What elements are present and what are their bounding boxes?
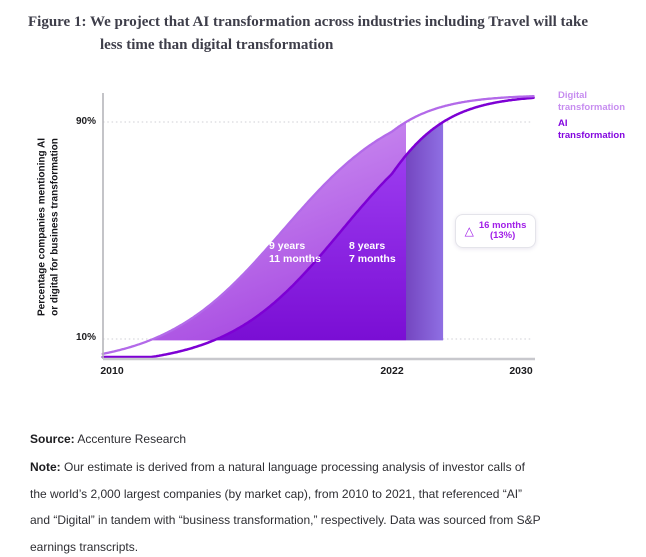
note-line-3: and “Digital” in tandem with “business t… [30,513,541,527]
figure-title-line1: Figure 1: We project that AI transformat… [28,14,588,30]
note-line-4: earnings transcripts. [30,539,139,554]
ai-duration-line1: 8 years [349,240,386,252]
delta-annotation-box: △ 16 months (13%) [455,214,536,248]
ai-fill-area [217,155,406,341]
note-block: Note: Our estimate is derived from a nat… [30,454,630,557]
delta-percent: (13%) [489,230,516,241]
digital-duration-line1: 9 years [269,240,306,252]
figure-title-line2: less time than digital transformation [100,37,334,53]
source-label: Source: [30,432,75,446]
x-tick-2030: 2030 [509,365,533,377]
legend-digital-transformation: Digital transformation [558,90,625,113]
digital-duration-label: 9 years 11 months [269,240,321,266]
ai-duration-label: 8 years 7 months [349,240,396,266]
digital-curve-line [101,95,535,356]
y-axis-label: Percentage companies mentioning AI or di… [37,122,62,332]
x-tick-2022: 2022 [380,365,404,377]
legend-digital-line2: transformation [558,101,626,113]
y-tick-90: 90% [75,116,96,127]
source-line: Source: Accenture Research [30,432,186,446]
legend-digital-line1: Digital [558,90,588,101]
y-axis-label-line1: Percentage companies mentioning AI [36,138,48,317]
note-label: Note: [30,460,61,474]
legend-ai-line2: transformation [558,129,626,141]
source-text: Accenture Research [77,432,187,446]
delta-months: 16 months [478,219,527,231]
ai-curve-line [101,96,535,359]
delta-annotation-text: 16 months (13%) [478,219,527,242]
y-axis-label-line2: or digital for business transformation [49,138,60,316]
legend-ai-line1: AI [558,118,568,129]
note-text-1: Our estimate is derived from a natural l… [64,460,525,474]
delta-triangle-icon: △ [464,224,474,238]
ai-duration-line2: 7 months [349,253,396,265]
digital-duration-line2: 11 months [269,253,321,265]
note-line-2: the world’s 2,000 largest companies (by … [30,486,523,501]
legend-ai-transformation: AI transformation [558,118,625,141]
y-tick-10: 10% [75,332,96,343]
delta-band-area [406,122,444,341]
digital-fill-area [153,122,406,341]
x-tick-2010: 2010 [100,365,124,377]
note-line-1: Note: Our estimate is derived from a nat… [30,454,630,481]
